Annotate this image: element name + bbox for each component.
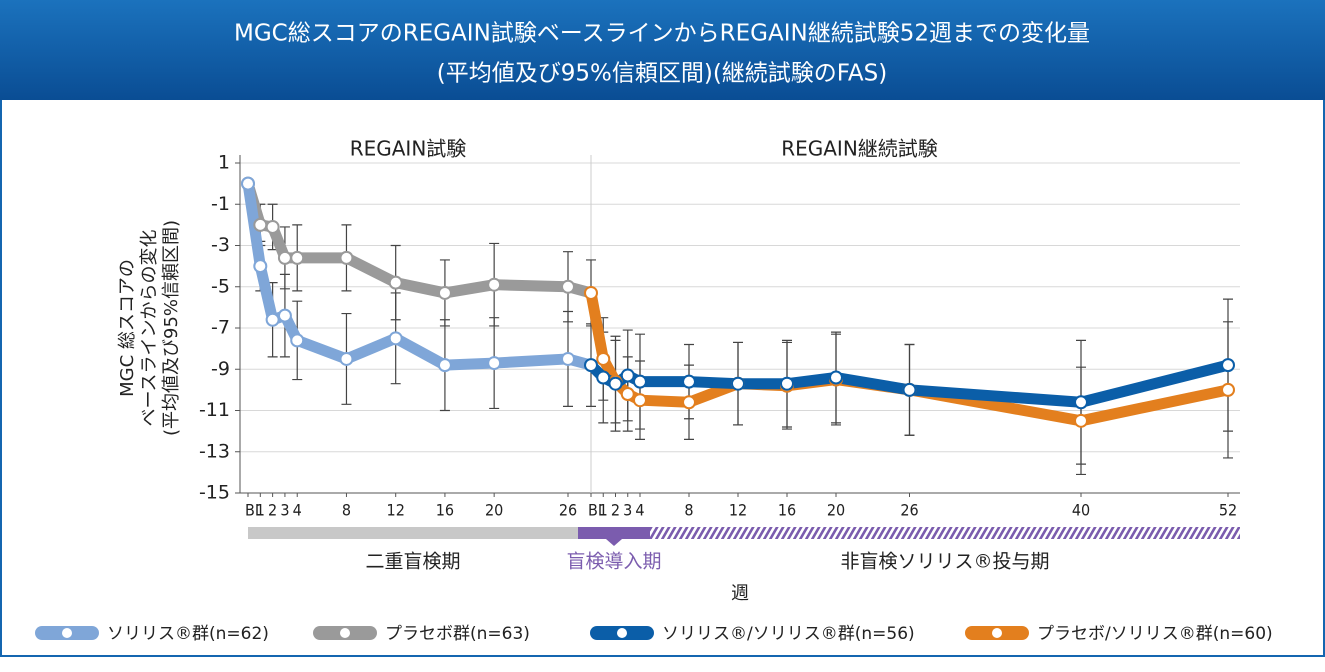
x-tick-label: 16 — [778, 501, 796, 520]
point — [241, 176, 255, 191]
y-tick-label: -11 — [199, 399, 230, 421]
x-axis-title: 週 — [731, 583, 749, 604]
point — [620, 387, 635, 401]
y-tick-label: 1 — [218, 152, 230, 174]
y-tick-label: -13 — [199, 440, 230, 462]
y-tick-label: -7 — [211, 317, 230, 339]
x-tick-label: 8 — [684, 501, 693, 520]
point — [437, 285, 452, 300]
point — [584, 285, 598, 300]
x-tick-label: 12 — [729, 501, 747, 520]
period-label: 二重盲検期 — [365, 551, 460, 573]
x-tick-label: 2 — [268, 501, 277, 520]
title: MGC総スコアのREGAIN試験ベースラインからREGAIN継続試験52週までの… — [234, 21, 1090, 47]
x-tick-label: 12 — [387, 501, 405, 520]
point — [277, 308, 292, 323]
x-tick-label: 20 — [485, 501, 503, 520]
point — [1074, 395, 1088, 410]
point — [620, 368, 635, 383]
point — [339, 351, 354, 366]
point — [265, 312, 280, 327]
point — [437, 358, 452, 373]
point — [584, 358, 598, 373]
point — [388, 331, 403, 346]
point — [487, 277, 502, 292]
point — [277, 250, 292, 265]
period-bar — [248, 527, 578, 539]
x-tick-label: 26 — [900, 501, 918, 520]
y-tick-label: -5 — [211, 275, 230, 297]
point — [1221, 358, 1235, 373]
y-tick-label: -9 — [211, 358, 230, 380]
x-tick-label: 4 — [293, 501, 302, 520]
point — [829, 370, 843, 385]
x-tick-label: BL — [588, 501, 606, 520]
point — [290, 333, 305, 348]
x-tick-label: 52 — [1219, 501, 1237, 520]
period-bar — [650, 527, 1240, 539]
x-tick-label: 16 — [436, 501, 454, 520]
x-tick-label: 4 — [635, 501, 644, 520]
point — [561, 351, 575, 366]
point — [1221, 382, 1235, 397]
point — [290, 250, 305, 265]
period-label: 非盲検ソリリス®投与期 — [840, 551, 1049, 573]
y-axis-title-line: ベースラインからの変化 — [139, 229, 160, 426]
point — [682, 374, 696, 389]
legend-dot — [992, 628, 1002, 638]
legend-dot — [617, 628, 627, 638]
point — [633, 374, 647, 389]
period-pointer — [606, 539, 622, 546]
period-bar — [578, 527, 650, 539]
y-tick-label: -3 — [211, 234, 230, 256]
point — [731, 376, 745, 391]
point — [561, 279, 575, 294]
point — [902, 382, 917, 397]
legend-dot — [62, 628, 72, 638]
y-axis-title-line: MGC 総スコアの — [117, 259, 138, 397]
title: (平均値及び95%信頼区間)(継続試験のFAS) — [437, 61, 887, 87]
x-tick-label: 3 — [280, 501, 289, 520]
header — [0, 0, 1325, 100]
point — [608, 376, 623, 391]
x-tick-label: 40 — [1072, 501, 1090, 520]
point — [253, 217, 268, 232]
period-label: 盲検導入期 — [566, 551, 661, 573]
point — [265, 219, 280, 234]
x-tick-label: 1 — [256, 501, 265, 520]
point — [253, 259, 268, 274]
point — [1074, 413, 1088, 428]
legend-label: ソリリス®群(n=62) — [107, 624, 269, 644]
x-tick-label: 2 — [611, 501, 620, 520]
legend-label: プラセボ/ソリリス®群(n=60) — [1037, 624, 1273, 644]
point — [596, 370, 611, 385]
point — [682, 395, 696, 410]
series-line — [242, 178, 574, 371]
point — [339, 250, 354, 265]
y-axis-title: MGC 総スコアの ベースラインからの変化 (平均値及び95%信頼区間) — [117, 220, 182, 436]
legend-label: ソリリス®/ソリリス®群(n=56) — [662, 624, 915, 644]
x-tick-label: 26 — [559, 501, 577, 520]
x-tick-label: 20 — [827, 501, 845, 520]
y-axis-title-line: (平均値及び95%信頼区間) — [161, 220, 182, 436]
x-tick-label: 8 — [342, 501, 351, 520]
segment-title: REGAIN継続試験 — [781, 137, 938, 161]
x-tick-label: 1 — [599, 501, 608, 520]
segment-title: REGAIN試験 — [350, 137, 467, 161]
x-tick-label: 3 — [623, 501, 632, 520]
point — [487, 356, 502, 371]
y-tick-label: -1 — [211, 193, 230, 215]
point — [388, 275, 403, 290]
legend-label: プラセボ群(n=63) — [385, 624, 530, 644]
point — [780, 376, 794, 391]
point — [596, 351, 611, 366]
point — [633, 393, 647, 408]
y-tick-label: -15 — [199, 482, 230, 504]
x-tick-label: BL — [245, 501, 263, 520]
legend-dot — [340, 628, 350, 638]
